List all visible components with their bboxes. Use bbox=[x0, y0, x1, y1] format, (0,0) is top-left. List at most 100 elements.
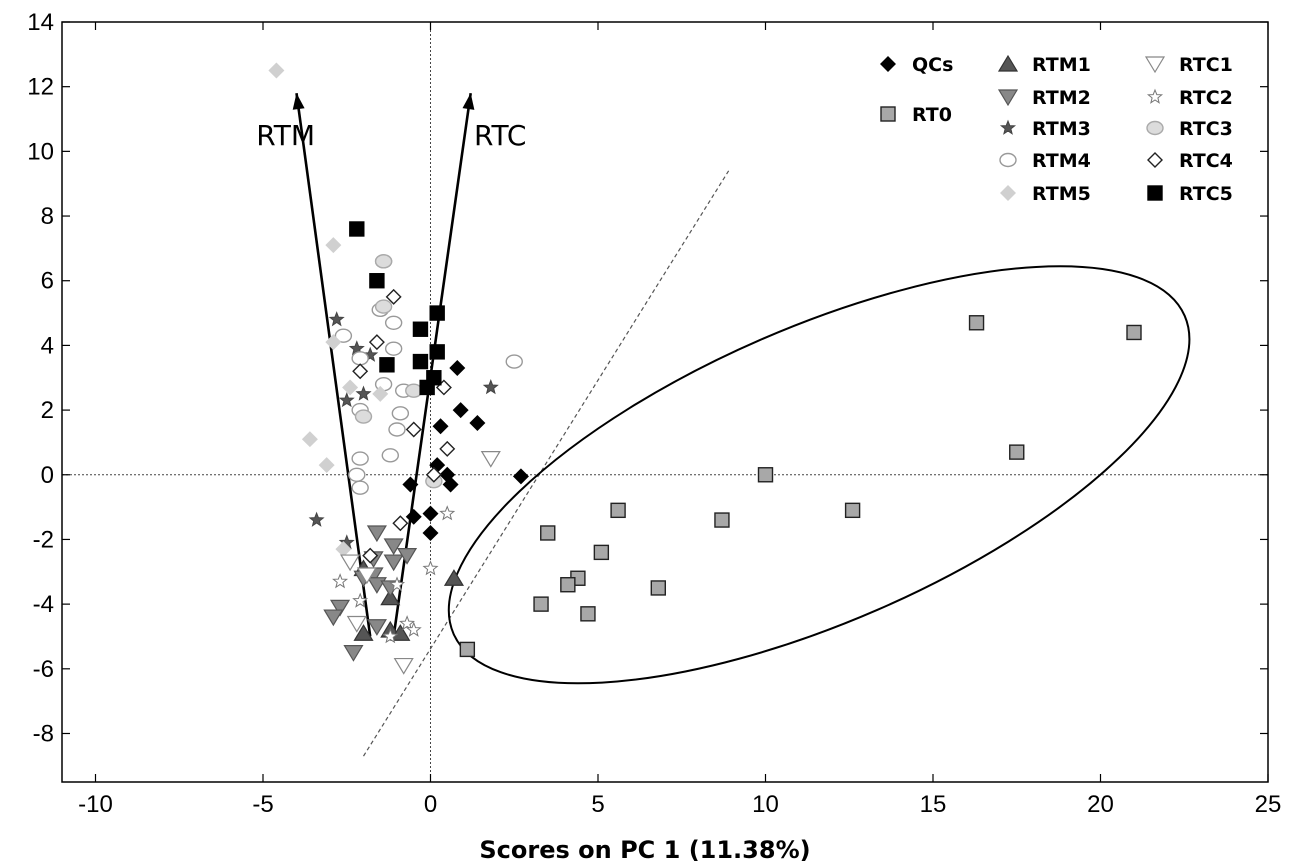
point-rtc3-1 bbox=[374, 299, 393, 314]
point-rtm2-1 bbox=[383, 538, 404, 556]
point-rtc5-0 bbox=[349, 221, 365, 237]
point-rt0-13 bbox=[580, 606, 596, 622]
legend-marker-rtc2 bbox=[1146, 88, 1164, 104]
point-rtc5-4 bbox=[429, 344, 445, 360]
point-rtc2-3 bbox=[388, 576, 406, 592]
legend-marker-rtm2 bbox=[997, 89, 1019, 107]
point-rtm3-6 bbox=[308, 511, 325, 527]
point-rtm3-3 bbox=[355, 385, 372, 401]
point-rtc2-7 bbox=[382, 628, 399, 644]
point-rtc3-0 bbox=[374, 254, 393, 269]
legend-label-rtm3: RTM3 bbox=[1032, 118, 1091, 140]
point-rtm2-11 bbox=[366, 619, 387, 636]
legend-item-rtc1: RTC1 bbox=[1144, 54, 1233, 76]
y-tick-label-4: 6 bbox=[41, 268, 54, 295]
y-tick-label-5: 4 bbox=[41, 332, 54, 359]
legend-label-rtm1: RTM1 bbox=[1032, 54, 1091, 76]
x-tick-label-1: -5 bbox=[252, 791, 273, 818]
legend-item-rtc4: RTC4 bbox=[1147, 150, 1233, 172]
point-rtm4-11 bbox=[381, 448, 399, 463]
point-qcs-8 bbox=[512, 468, 529, 485]
arrow-rtm bbox=[295, 92, 372, 637]
point-qcs-1 bbox=[452, 402, 469, 419]
point-rtc4-0 bbox=[385, 288, 402, 305]
legend-label-rtc3: RTC3 bbox=[1179, 118, 1233, 140]
legend-label-qcs: QCs bbox=[912, 54, 953, 76]
legend-item-rtm4: RTM4 bbox=[999, 150, 1091, 172]
point-rtc1-0 bbox=[480, 450, 501, 468]
point-rtc1-1 bbox=[340, 554, 361, 572]
series-rt0 bbox=[459, 315, 1142, 658]
point-rtm4-15 bbox=[505, 354, 523, 369]
point-rt0-3 bbox=[757, 467, 774, 483]
point-qcs-3 bbox=[432, 418, 449, 435]
point-qcs-11 bbox=[422, 524, 439, 541]
point-rtm4-6 bbox=[384, 341, 403, 356]
series-rtc4 bbox=[352, 288, 456, 564]
point-rtm1-2 bbox=[380, 588, 401, 606]
point-rt0-14 bbox=[459, 641, 476, 658]
point-rtm5-0 bbox=[268, 62, 285, 79]
point-qcs-10 bbox=[405, 508, 422, 525]
point-rtm2-10 bbox=[323, 609, 344, 627]
point-rtm4-13 bbox=[348, 467, 366, 482]
legend-item-rtm3: RTM3 bbox=[999, 118, 1091, 140]
point-rtm1-5 bbox=[390, 624, 411, 641]
y-tick-label-7: 0 bbox=[41, 462, 54, 489]
x-tick-label-7: 25 bbox=[1255, 791, 1282, 818]
point-rtm5-4 bbox=[372, 385, 389, 402]
x-tick-label-0: -10 bbox=[78, 791, 113, 818]
point-rtm4-2 bbox=[384, 315, 403, 330]
series-rtc2 bbox=[332, 505, 456, 644]
point-qcs-6 bbox=[442, 476, 459, 493]
annotation-label-rtm: RTM bbox=[256, 119, 315, 152]
y-tick-label-6: 2 bbox=[41, 397, 54, 424]
legend-marker-rtm4 bbox=[999, 152, 1017, 168]
legend-label-rt0: RT0 bbox=[912, 104, 952, 126]
legend-label-rtm5: RTM5 bbox=[1032, 183, 1091, 205]
legend-label-rtc1: RTC1 bbox=[1179, 54, 1233, 76]
legend-marker-rtc1 bbox=[1144, 56, 1166, 74]
point-rtm2-9 bbox=[329, 599, 351, 617]
legend-marker-rtc5 bbox=[1147, 185, 1163, 201]
arrowhead-rtm bbox=[292, 93, 305, 110]
legend-item-qcs: QCs bbox=[880, 54, 953, 76]
legend-marker-rt0 bbox=[880, 106, 896, 122]
annotation-label-rtc: RTC bbox=[474, 119, 526, 152]
point-rtc1-4 bbox=[393, 657, 414, 675]
point-rtm4-10 bbox=[388, 422, 406, 437]
point-qcs-2 bbox=[469, 415, 486, 432]
point-rtm5-5 bbox=[301, 431, 318, 448]
point-rt0-7 bbox=[540, 525, 556, 541]
legend-item-rtm1: RTM1 bbox=[997, 54, 1091, 76]
point-qcs-0 bbox=[449, 360, 466, 377]
point-rtc5-5 bbox=[412, 353, 429, 370]
point-rtm2-4 bbox=[396, 548, 418, 565]
point-qcs-7 bbox=[402, 476, 419, 493]
point-rtm4-4 bbox=[351, 351, 369, 366]
legend-item-rtc3: RTC3 bbox=[1146, 118, 1233, 140]
point-rtm5-6 bbox=[318, 457, 335, 474]
legend-item-rtc5: RTC5 bbox=[1147, 183, 1233, 205]
legend: QCs RT0 RTM1 RTM2 RTM3 RTM4 RTM5 RTC1 RTC2 RTC3 RT… bbox=[880, 54, 1233, 205]
divider-line bbox=[362, 170, 730, 757]
legend-label-rtc2: RTC2 bbox=[1179, 87, 1233, 109]
legend-label-rtm4: RTM4 bbox=[1032, 150, 1091, 172]
plot-frame bbox=[61, 21, 1269, 783]
point-rtc3-2 bbox=[405, 383, 423, 398]
point-rt0-6 bbox=[610, 502, 626, 519]
point-rt0-4 bbox=[844, 502, 861, 519]
legend-item-rtm2: RTM2 bbox=[997, 87, 1091, 109]
point-rtc4-4 bbox=[405, 421, 422, 438]
point-rtm4-12 bbox=[351, 451, 369, 466]
x-tick-label-5: 15 bbox=[920, 791, 947, 818]
point-rtc2-5 bbox=[399, 615, 416, 631]
scatter-points bbox=[268, 62, 1142, 675]
point-rt0-12 bbox=[533, 596, 549, 612]
legend-marker-qcs bbox=[880, 56, 896, 72]
point-rtc5-1 bbox=[369, 273, 385, 289]
point-rtc4-6 bbox=[425, 466, 442, 483]
x-tick-label-3: 5 bbox=[591, 791, 604, 818]
series-rtm3 bbox=[308, 311, 499, 550]
legend-marker-rtm1 bbox=[997, 54, 1019, 72]
